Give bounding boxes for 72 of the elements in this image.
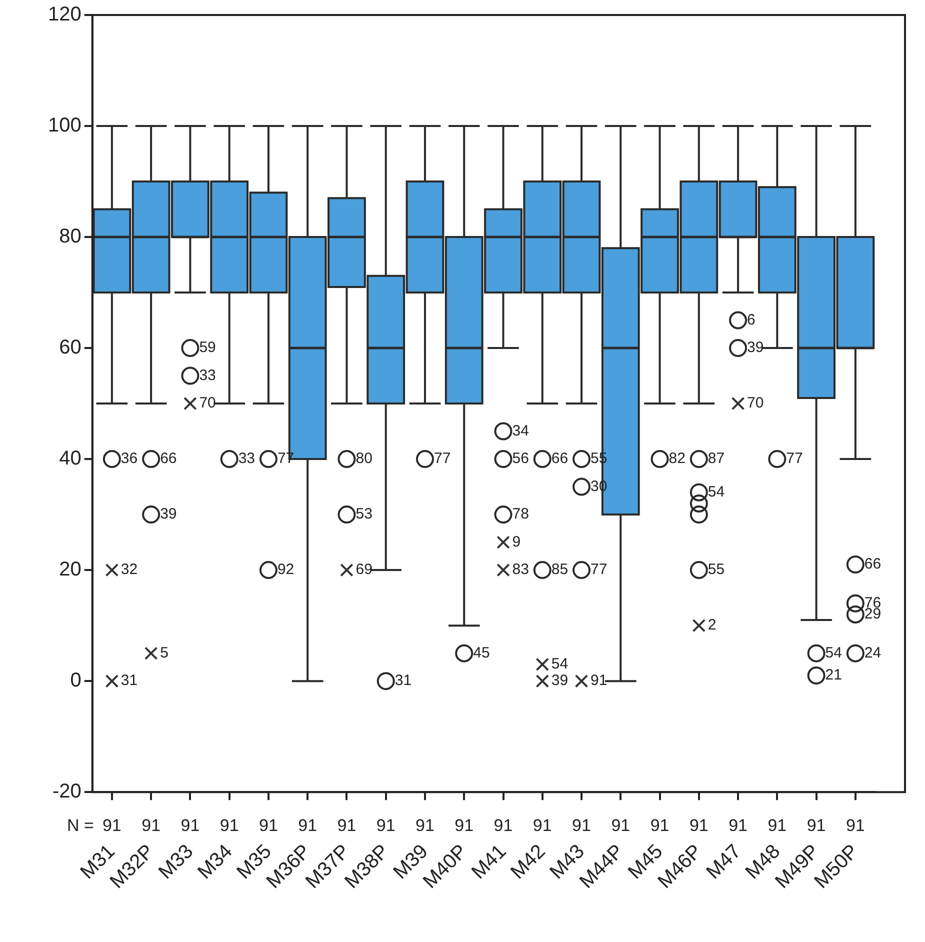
- y-tick-label: 100: [48, 114, 82, 137]
- annotation: 80: [356, 450, 372, 468]
- text: 91: [846, 816, 865, 835]
- y-tick-label: 0: [70, 670, 82, 692]
- text: 91: [806, 816, 826, 835]
- text: 91: [298, 816, 318, 835]
- annotation: 36: [120, 450, 138, 468]
- text: 91: [416, 816, 434, 835]
- annotation: 66: [551, 450, 568, 468]
- y-tick-label: 40: [59, 448, 82, 470]
- annotation: 77: [786, 450, 803, 468]
- annotation: 6: [747, 311, 756, 328]
- annotation: 5: [160, 644, 168, 662]
- annotation: 66: [160, 450, 177, 468]
- annotation: 77: [434, 450, 451, 468]
- annotation: 9: [512, 533, 521, 550]
- text: 91: [337, 816, 356, 835]
- annotation: 39: [160, 506, 177, 523]
- annotation: 33: [238, 450, 256, 468]
- annotation: 83: [512, 561, 529, 578]
- annotation: 45: [473, 644, 490, 662]
- annotation: 82: [668, 450, 686, 468]
- y-tick-label: 120: [48, 4, 82, 26]
- annotation: 59: [199, 339, 216, 356]
- x-tick-label: M33: [154, 840, 198, 884]
- annotation: 92: [277, 561, 294, 578]
- annotation: 54: [708, 483, 725, 500]
- annotation: 77: [590, 561, 608, 578]
- text: N =: [66, 816, 94, 835]
- y-tick-label: 80: [59, 226, 82, 248]
- annotation: 56: [512, 450, 529, 468]
- text: 91: [454, 816, 474, 835]
- annotation: 2: [708, 616, 716, 634]
- text: 91: [572, 816, 591, 835]
- text: 91: [220, 816, 239, 835]
- text: 91: [102, 816, 122, 835]
- annotation: 70: [747, 394, 764, 412]
- annotation: 33: [199, 366, 216, 384]
- text: 91: [259, 816, 278, 835]
- annotation: 69: [356, 561, 372, 578]
- annotation: 54: [825, 644, 842, 662]
- y-tick-label: 20: [59, 558, 82, 581]
- annotation: 24: [864, 644, 882, 662]
- annotation: 39: [551, 672, 568, 690]
- annotation: 87: [708, 450, 725, 468]
- annotation: 55: [708, 561, 725, 578]
- annotation: 66: [864, 556, 882, 573]
- annotation: 31: [120, 672, 138, 690]
- y-tick-label: -20: [52, 780, 82, 803]
- text: 91: [494, 816, 513, 835]
- annotation: 31: [394, 672, 412, 690]
- text: 91: [142, 816, 161, 835]
- text: 91: [728, 816, 748, 835]
- annotation: 39: [747, 339, 764, 356]
- annotation: 85: [551, 561, 568, 578]
- text: 91: [650, 816, 670, 835]
- y-tick-label: 60: [59, 336, 82, 359]
- text: 91: [689, 816, 708, 835]
- annotation: 70: [199, 394, 216, 412]
- text: 91: [532, 816, 552, 835]
- annotation: 53: [356, 506, 372, 523]
- annotation: 91: [590, 672, 608, 690]
- text: 91: [768, 816, 787, 835]
- annotation: 54: [551, 656, 568, 673]
- annotation: 78: [512, 506, 529, 523]
- annotation: 34: [512, 422, 529, 440]
- annotation: 77: [277, 450, 294, 468]
- text: 91: [611, 816, 630, 835]
- text: 91: [180, 816, 200, 835]
- annotation: 32: [120, 561, 138, 578]
- annotation: 21: [825, 666, 842, 684]
- text: 91: [376, 816, 396, 835]
